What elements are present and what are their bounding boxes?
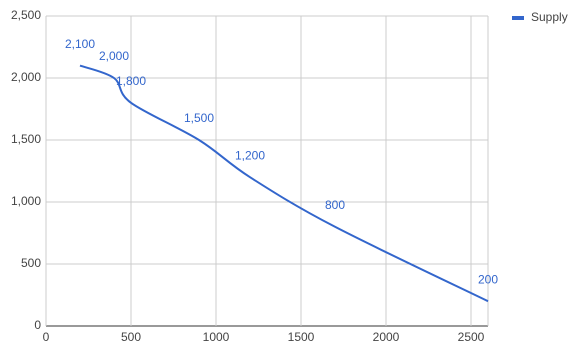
data-label: 2,000: [99, 49, 129, 63]
data-label: 1,800: [116, 74, 146, 88]
data-label: 2,100: [65, 37, 95, 51]
data-label: 1,500: [184, 111, 214, 125]
data-label: 800: [325, 198, 345, 212]
x-tick-label: 0: [43, 330, 50, 344]
legend-label: Supply: [531, 10, 568, 24]
y-tick-label: 0: [34, 318, 41, 332]
y-tick-label: 2,000: [11, 70, 41, 84]
x-tick-label: 1000: [203, 330, 230, 344]
y-tick-label: 1,500: [11, 132, 41, 146]
x-tick-label: 500: [121, 330, 141, 344]
y-tick-label: 1,000: [11, 194, 41, 208]
y-tick-label: 500: [21, 256, 41, 270]
x-tick-label: 1500: [288, 330, 315, 344]
y-tick-label: 2,500: [11, 8, 41, 22]
data-label: 200: [478, 272, 498, 286]
data-label: 1,200: [235, 148, 265, 162]
line: [79, 64, 489, 303]
x-tick-label: 2500: [458, 330, 485, 344]
x-tick-label: 2000: [373, 330, 400, 344]
